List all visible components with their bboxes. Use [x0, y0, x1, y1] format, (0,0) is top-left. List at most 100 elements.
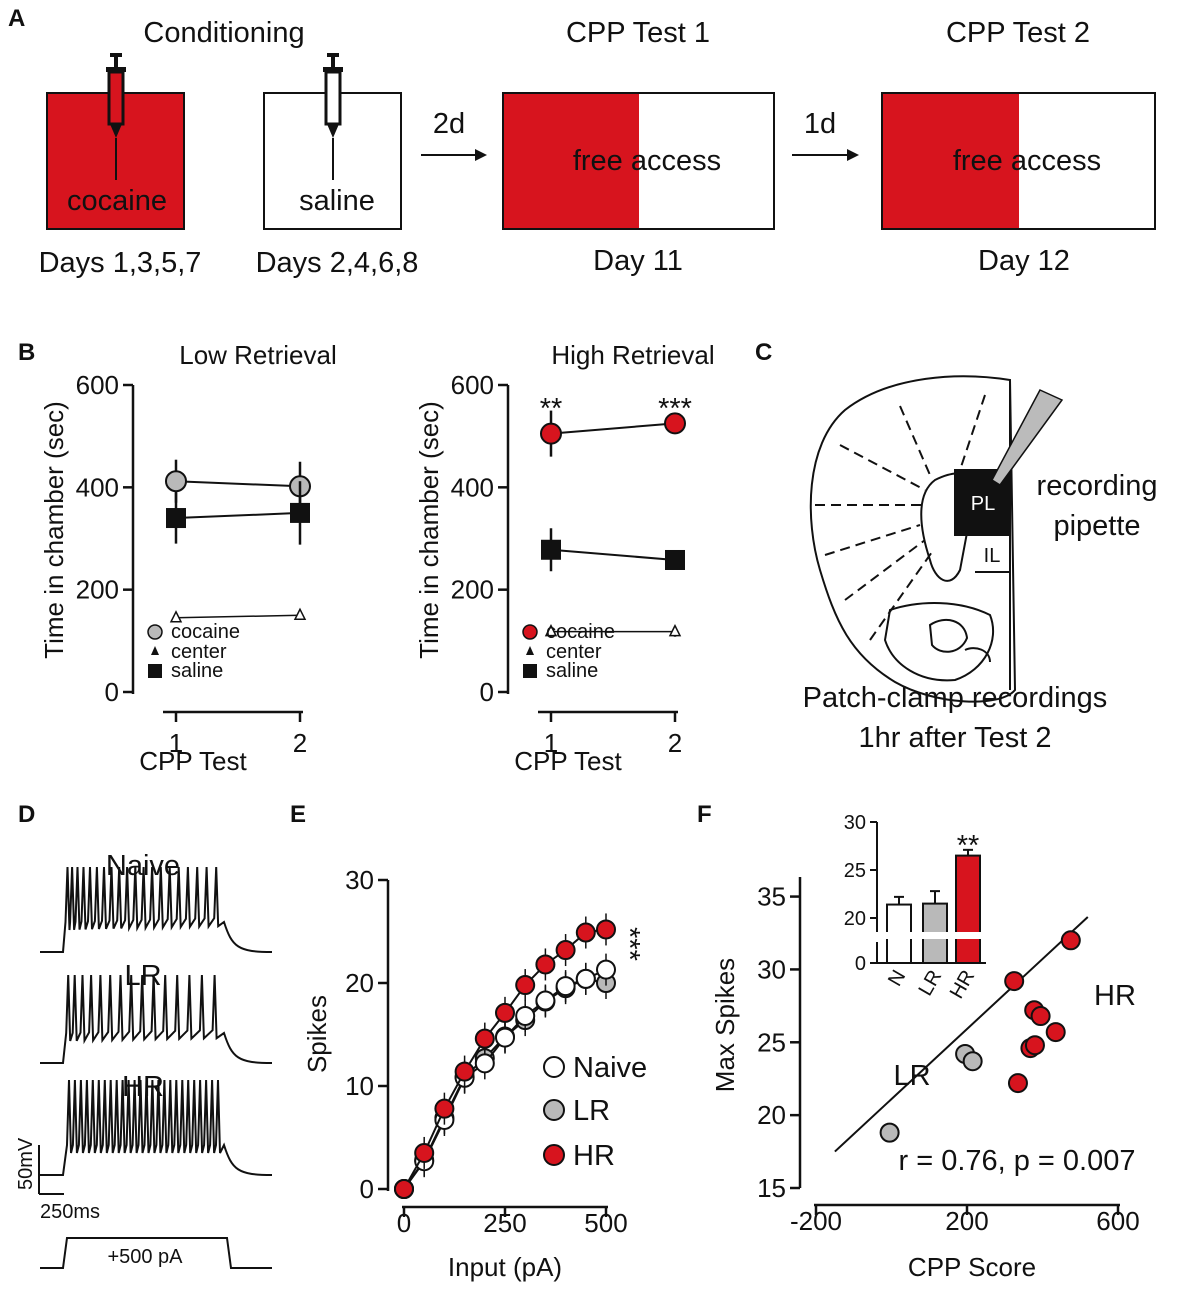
legend-marker-saline	[148, 664, 162, 678]
point-hr	[596, 919, 616, 940]
y-tick-label: 20	[345, 968, 374, 998]
y-tick-label: 20	[844, 908, 866, 930]
x-tick-label: 1	[544, 728, 558, 758]
point-hr	[1007, 1073, 1028, 1094]
voltage-trace-naive	[40, 866, 273, 953]
pipette-label-line2: pipette	[1053, 510, 1140, 542]
x-tick-label: 2	[293, 728, 307, 758]
correlation-stats: r = 0.76, p = 0.007	[898, 1145, 1135, 1177]
test2-cocaine-side	[882, 93, 1019, 229]
x-tick-label: LR	[914, 967, 946, 1000]
cpp-test1-title: CPP Test 1	[566, 17, 710, 49]
chart-low-retrieval: Low Retrieval 0 200 400 600 1 2 CPP Test Time in…	[39, 340, 337, 776]
il-label: IL	[984, 545, 1001, 567]
legend-marker-center	[526, 646, 534, 655]
cocaine-box-label: cocaine	[67, 185, 167, 217]
point-hr	[1045, 1022, 1066, 1043]
syringe-cocaine-icon	[106, 53, 126, 180]
test1-box	[502, 92, 775, 230]
point-hr	[474, 1028, 495, 1049]
legend-label-center: center	[171, 641, 227, 663]
legend-label-hr: HR	[573, 1140, 615, 1172]
x-tick-label: 600	[1096, 1206, 1139, 1236]
patch-clamp-caption-line1: Patch-clamp recordings	[803, 682, 1108, 714]
legend-marker-saline	[523, 664, 537, 678]
y-tick-label: 0	[360, 1174, 374, 1204]
chart-inset-bars: 0 20 25 30 N LR HR **	[844, 812, 988, 1003]
pl-label: PL	[971, 493, 995, 515]
point-saline	[541, 539, 561, 560]
panel-letter-c: C	[755, 339, 772, 366]
arrow-right-icon	[792, 149, 859, 161]
point-hr	[1030, 1006, 1051, 1027]
point-naive	[515, 1005, 536, 1026]
series-line-center	[175, 614, 301, 619]
test1-cocaine-side	[503, 93, 639, 229]
point-naive	[535, 990, 556, 1011]
point-hr	[555, 940, 576, 961]
point-saline	[665, 549, 685, 570]
point-lr	[962, 1051, 983, 1072]
arrow-2d-label: 2d	[433, 108, 465, 140]
x-tick-label: 2	[668, 728, 682, 758]
arrow-right-icon	[421, 149, 487, 161]
y-axis-label: Time in chamber (sec)	[414, 401, 444, 659]
group-label-lr: LR	[893, 1060, 930, 1092]
current-step-label: +500 pA	[107, 1246, 183, 1268]
panel-letter-e: E	[290, 801, 306, 828]
y-tick-label: 0	[855, 953, 866, 975]
cpp-test2-title: CPP Test 2	[946, 17, 1090, 49]
syringe-saline-icon	[323, 53, 343, 180]
legend-label-naive: Naive	[573, 1052, 647, 1084]
point-hr	[394, 1179, 414, 1199]
panel-letter-d: D	[18, 801, 35, 828]
regression-line	[834, 916, 1089, 1153]
x-tick-label: HR	[946, 967, 979, 1003]
y-axis-label: Spikes	[302, 995, 332, 1073]
chart-high-retrieval: High Retrieval 0 200 400 600 1 2 CPP Test Time i…	[414, 340, 715, 776]
legend-label-cocaine: cocaine	[546, 621, 615, 643]
legend-marker-center	[151, 646, 159, 655]
group-label-hr: HR	[1094, 980, 1136, 1012]
y-tick-label: 30	[757, 954, 786, 984]
legend-marker-lr	[543, 1099, 565, 1121]
point-center	[668, 623, 682, 637]
y-tick-label: 0	[105, 677, 119, 707]
x-tick-label: 1	[169, 728, 183, 758]
x-axis-label: CPP Test	[514, 746, 622, 776]
point-cocaine	[540, 422, 562, 445]
significance-stars: ***	[613, 927, 645, 961]
point-hr	[1024, 1035, 1045, 1056]
y-tick-label: 200	[76, 575, 119, 605]
days-saline: Days 2,4,6,8	[256, 247, 419, 279]
significance-stars: **	[540, 393, 563, 425]
point-hr	[535, 954, 556, 975]
chart-title: Low Retrieval	[179, 340, 337, 370]
point-naive	[555, 976, 576, 997]
panel-letter-a: A	[8, 5, 25, 32]
pipette-label-line1: recording	[1037, 470, 1158, 502]
y-axis-label: Time in chamber (sec)	[39, 401, 69, 659]
test2-box	[881, 92, 1156, 230]
voltage-trace-hr	[40, 1079, 273, 1176]
legend-label-cocaine: cocaine	[171, 621, 240, 643]
arrow-1d-label: 1d	[804, 108, 836, 140]
x-tick-label: 500	[584, 1208, 627, 1238]
y-tick-label: 0	[480, 677, 494, 707]
point-center	[293, 607, 307, 620]
point-cocaine	[664, 412, 686, 435]
series-line-saline	[175, 511, 301, 520]
test1-day: Day 11	[593, 245, 683, 277]
x-axis-label: CPP Score	[908, 1252, 1036, 1282]
y-tick-label: 20	[757, 1100, 786, 1130]
test2-free-access: free access	[953, 145, 1101, 177]
y-tick-label: 200	[451, 575, 494, 605]
point-hr	[454, 1061, 475, 1082]
significance-stars: ***	[658, 393, 692, 425]
y-tick-label: 25	[844, 860, 866, 882]
x-tick-label: 0	[397, 1208, 411, 1238]
x-tick-label: N	[884, 967, 910, 991]
y-tick-label: 600	[451, 370, 494, 400]
legend-marker-cocaine	[522, 624, 538, 640]
